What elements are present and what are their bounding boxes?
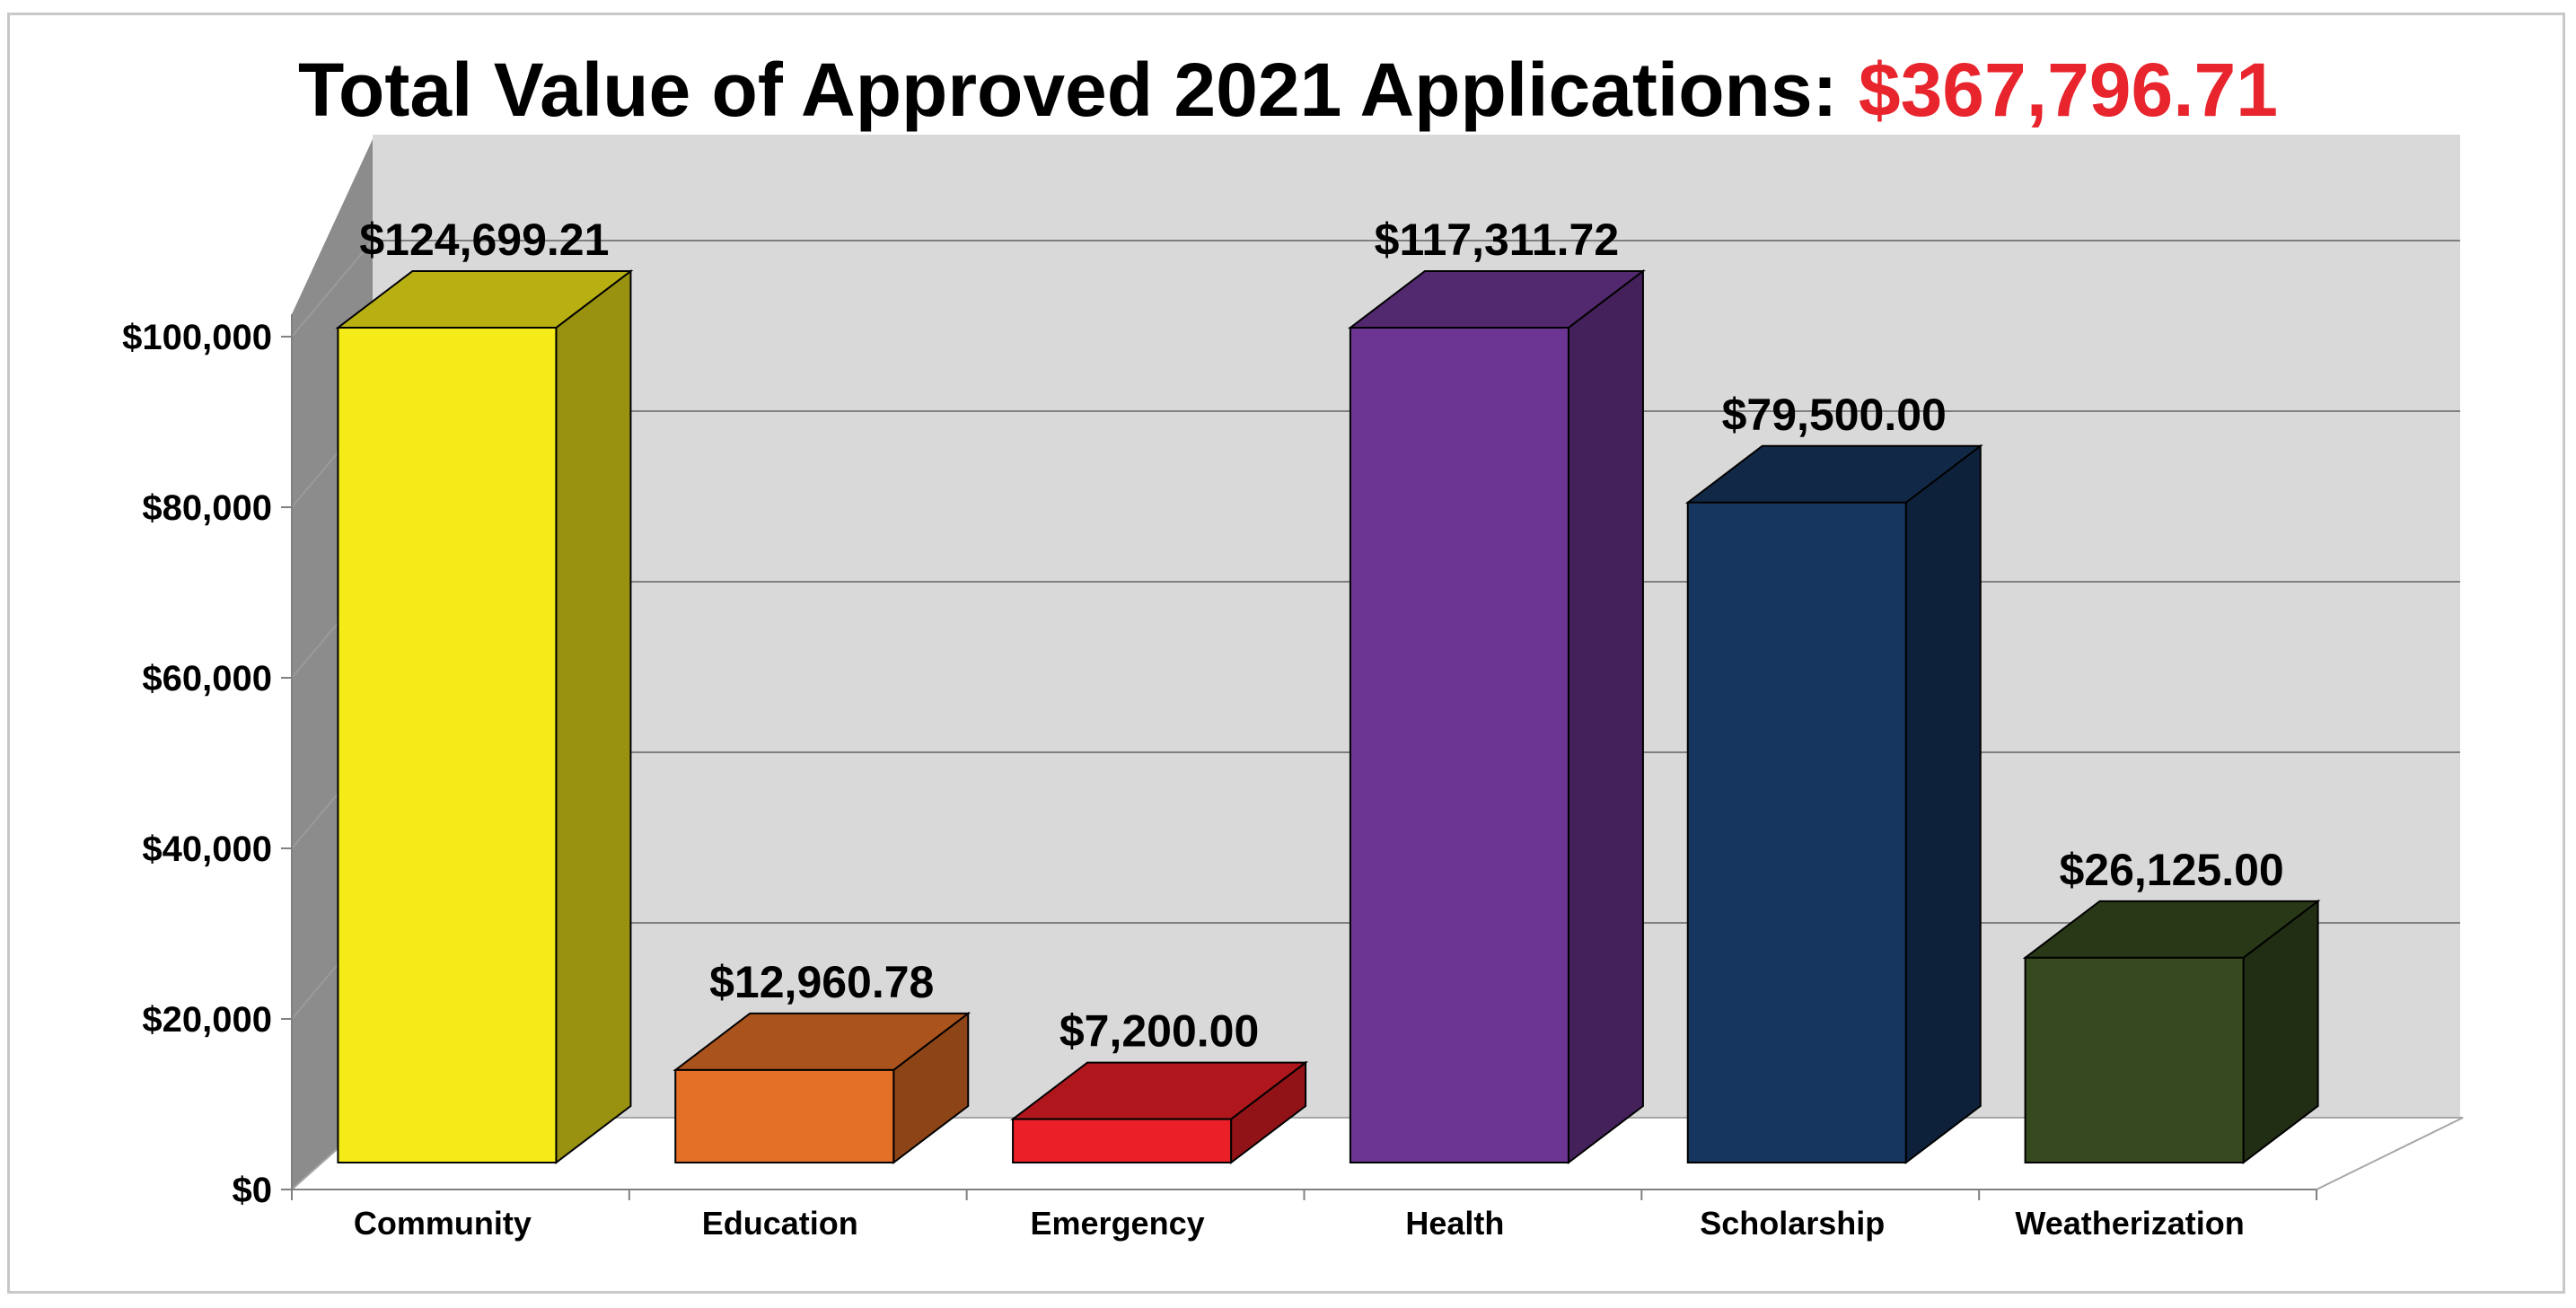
chart-title: Total Value of Approved 2021 Application… — [0, 47, 2576, 134]
x-tick-label-weatherization: Weatherization — [2015, 1205, 2244, 1242]
data-label-community: $124,699.21 — [359, 215, 609, 265]
y-tick-label-1: $20,000 — [142, 1000, 272, 1040]
x-tick-label-community: Community — [354, 1205, 532, 1242]
bar-emergency — [1012, 1118, 1233, 1163]
bars — [335, 268, 2321, 1165]
y-tick-label-3: $60,000 — [142, 659, 272, 698]
data-label-weatherization: $26,125.00 — [2059, 845, 2283, 895]
x-tick-label-emergency: Emergency — [1031, 1205, 1205, 1242]
data-label-scholarship: $79,500.00 — [1722, 390, 1947, 440]
bar-education — [674, 1068, 895, 1163]
data-label-health: $117,311.72 — [1375, 215, 1620, 265]
chart-title-total: $367,796.71 — [1858, 48, 2278, 132]
y-tick-label-2: $40,000 — [142, 830, 272, 869]
bar-side-health — [1567, 268, 1644, 1165]
labels: $124,699.21 Community $12,960.78 Education $… — [354, 215, 2284, 1242]
gridline-side-5 — [291, 240, 374, 338]
axes: $0 $20,000 $40,000 $60,000 $80,000 $100,000 — [122, 314, 2317, 1210]
bar-side-scholarship — [1904, 443, 1982, 1165]
bar-weatherization — [2024, 956, 2245, 1163]
chart-title-text: Total Value of Approved 2021 Application… — [297, 48, 1859, 132]
data-label-education: $12,960.78 — [709, 957, 934, 1007]
y-tick-label-4: $80,000 — [142, 488, 272, 528]
bar-scholarship — [1686, 501, 1907, 1163]
y-tick-label-0: $0 — [233, 1171, 273, 1210]
x-tick-label-health: Health — [1405, 1205, 1504, 1242]
bar-side-community — [555, 268, 632, 1165]
y-tick-label-5: $100,000 — [122, 318, 272, 357]
data-label-emergency: $7,200.00 — [1059, 1006, 1259, 1057]
bar-health — [1349, 327, 1569, 1163]
bar-community — [337, 327, 558, 1163]
x-tick-label-education: Education — [702, 1205, 858, 1242]
x-tick-label-scholarship: Scholarship — [1700, 1205, 1885, 1242]
